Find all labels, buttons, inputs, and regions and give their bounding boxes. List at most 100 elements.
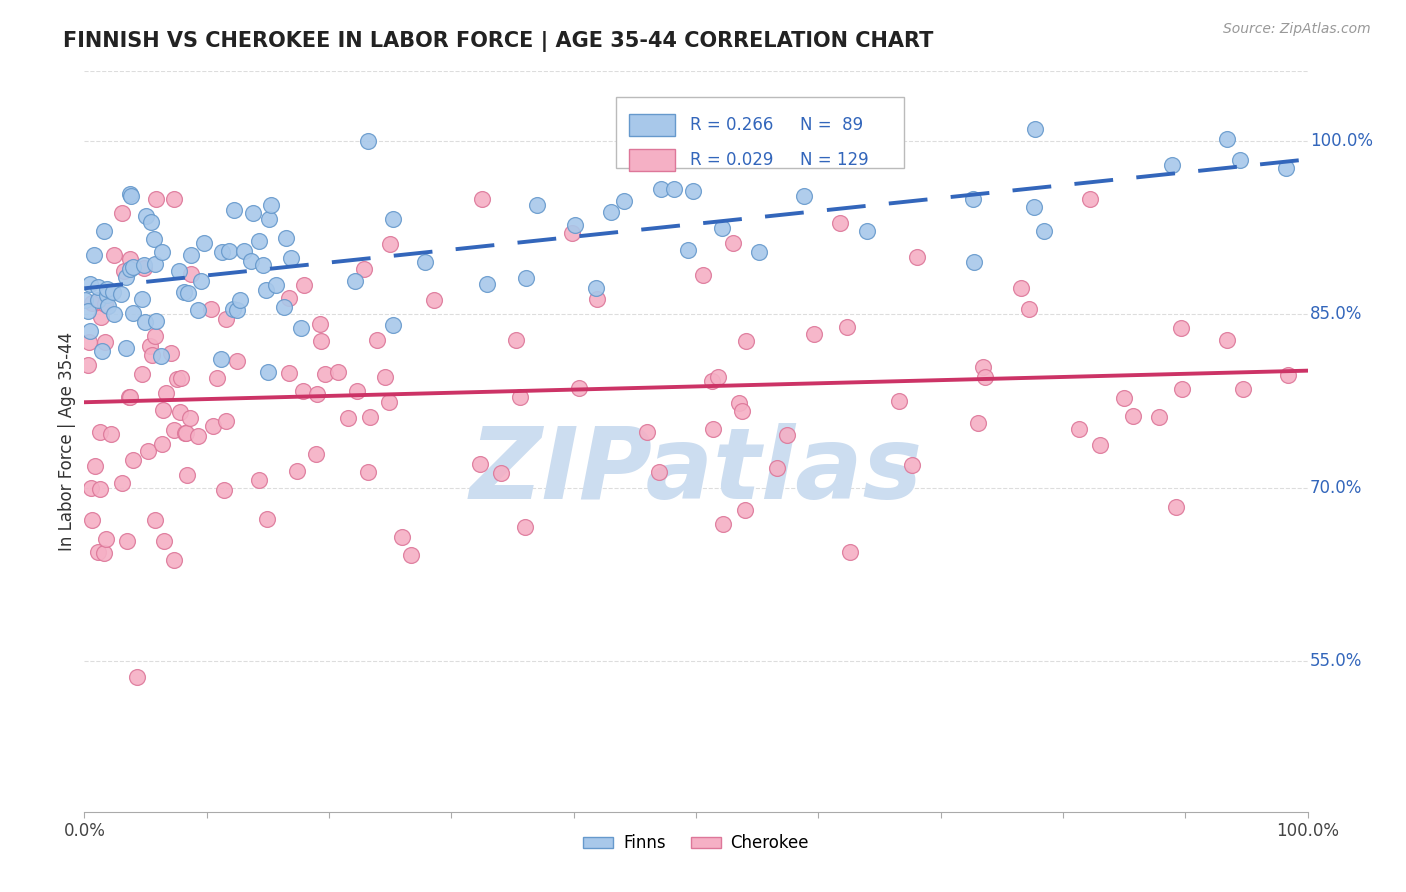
- Point: [1277, 368, 1299, 383]
- Bar: [628, 149, 675, 171]
- Point: [141, 348, 163, 362]
- Point: [218, 244, 240, 259]
- Point: [122, 260, 145, 274]
- Point: [285, 464, 308, 478]
- Point: [200, 301, 222, 316]
- Point: [305, 387, 328, 401]
- Point: [366, 333, 388, 347]
- Point: [131, 292, 153, 306]
- Text: 70.0%: 70.0%: [1310, 479, 1362, 497]
- Point: [378, 236, 401, 251]
- Point: [82, 296, 104, 310]
- Point: [1166, 500, 1188, 515]
- Point: [314, 367, 336, 381]
- Point: [87, 293, 110, 308]
- Point: [240, 254, 263, 268]
- Point: [134, 258, 156, 272]
- Point: [292, 278, 315, 293]
- Point: [215, 312, 238, 326]
- Point: [1078, 192, 1101, 206]
- Point: [682, 184, 704, 198]
- Point: [222, 302, 245, 317]
- Point: [357, 134, 380, 148]
- Point: [260, 198, 283, 212]
- Point: [136, 443, 159, 458]
- Point: [515, 520, 537, 534]
- Point: [110, 475, 132, 490]
- Point: [257, 365, 280, 379]
- Point: [80, 481, 103, 495]
- Point: [120, 261, 142, 276]
- Point: [155, 386, 177, 401]
- Point: [201, 419, 224, 434]
- Point: [139, 338, 162, 352]
- Point: [224, 203, 246, 218]
- Point: [359, 409, 381, 424]
- Point: [650, 182, 672, 196]
- Point: [305, 447, 328, 461]
- Point: [664, 182, 686, 196]
- Bar: [628, 113, 675, 136]
- Text: N =  89: N = 89: [800, 116, 863, 134]
- Point: [160, 346, 183, 360]
- Point: [256, 511, 278, 525]
- Point: [115, 534, 138, 549]
- Point: [568, 381, 591, 395]
- Point: [259, 212, 281, 227]
- FancyBboxPatch shape: [616, 97, 904, 168]
- Point: [120, 189, 142, 203]
- Point: [115, 341, 138, 355]
- Point: [120, 186, 142, 201]
- Point: [96, 533, 118, 547]
- Point: [1022, 200, 1045, 214]
- Text: 85.0%: 85.0%: [1310, 305, 1362, 323]
- Point: [357, 465, 380, 479]
- Point: [186, 302, 208, 317]
- Point: [254, 283, 277, 297]
- Point: [326, 365, 349, 379]
- Point: [247, 234, 270, 248]
- Point: [734, 503, 756, 517]
- Point: [176, 426, 198, 441]
- Point: [77, 334, 100, 349]
- Point: [377, 395, 399, 409]
- Point: [134, 260, 156, 275]
- Point: [190, 274, 212, 288]
- Point: [1171, 382, 1194, 396]
- Point: [475, 277, 498, 292]
- Point: [226, 354, 249, 368]
- Point: [353, 262, 375, 277]
- Point: [87, 545, 110, 559]
- Point: [87, 280, 110, 294]
- Point: [143, 232, 166, 246]
- Point: [242, 206, 264, 220]
- Point: [89, 483, 111, 497]
- Point: [838, 545, 860, 559]
- Point: [214, 483, 236, 497]
- Point: [90, 310, 112, 324]
- Point: [962, 192, 984, 206]
- Point: [692, 268, 714, 283]
- Point: [110, 286, 132, 301]
- Point: [600, 205, 623, 219]
- Point: [93, 223, 115, 237]
- Point: [1010, 281, 1032, 295]
- Point: [1122, 409, 1144, 423]
- Point: [1018, 301, 1040, 316]
- Point: [170, 371, 193, 385]
- Point: [676, 243, 699, 257]
- Point: [648, 465, 671, 479]
- Point: [80, 513, 103, 527]
- Point: [343, 274, 366, 288]
- Point: [247, 473, 270, 487]
- Point: [613, 194, 636, 209]
- Point: [1114, 391, 1136, 405]
- Point: [103, 248, 125, 262]
- Point: [727, 396, 749, 410]
- Point: [1216, 333, 1239, 347]
- Point: [131, 367, 153, 381]
- Point: [89, 425, 111, 439]
- Point: [381, 318, 404, 332]
- Point: [167, 263, 190, 277]
- Point: [77, 304, 100, 318]
